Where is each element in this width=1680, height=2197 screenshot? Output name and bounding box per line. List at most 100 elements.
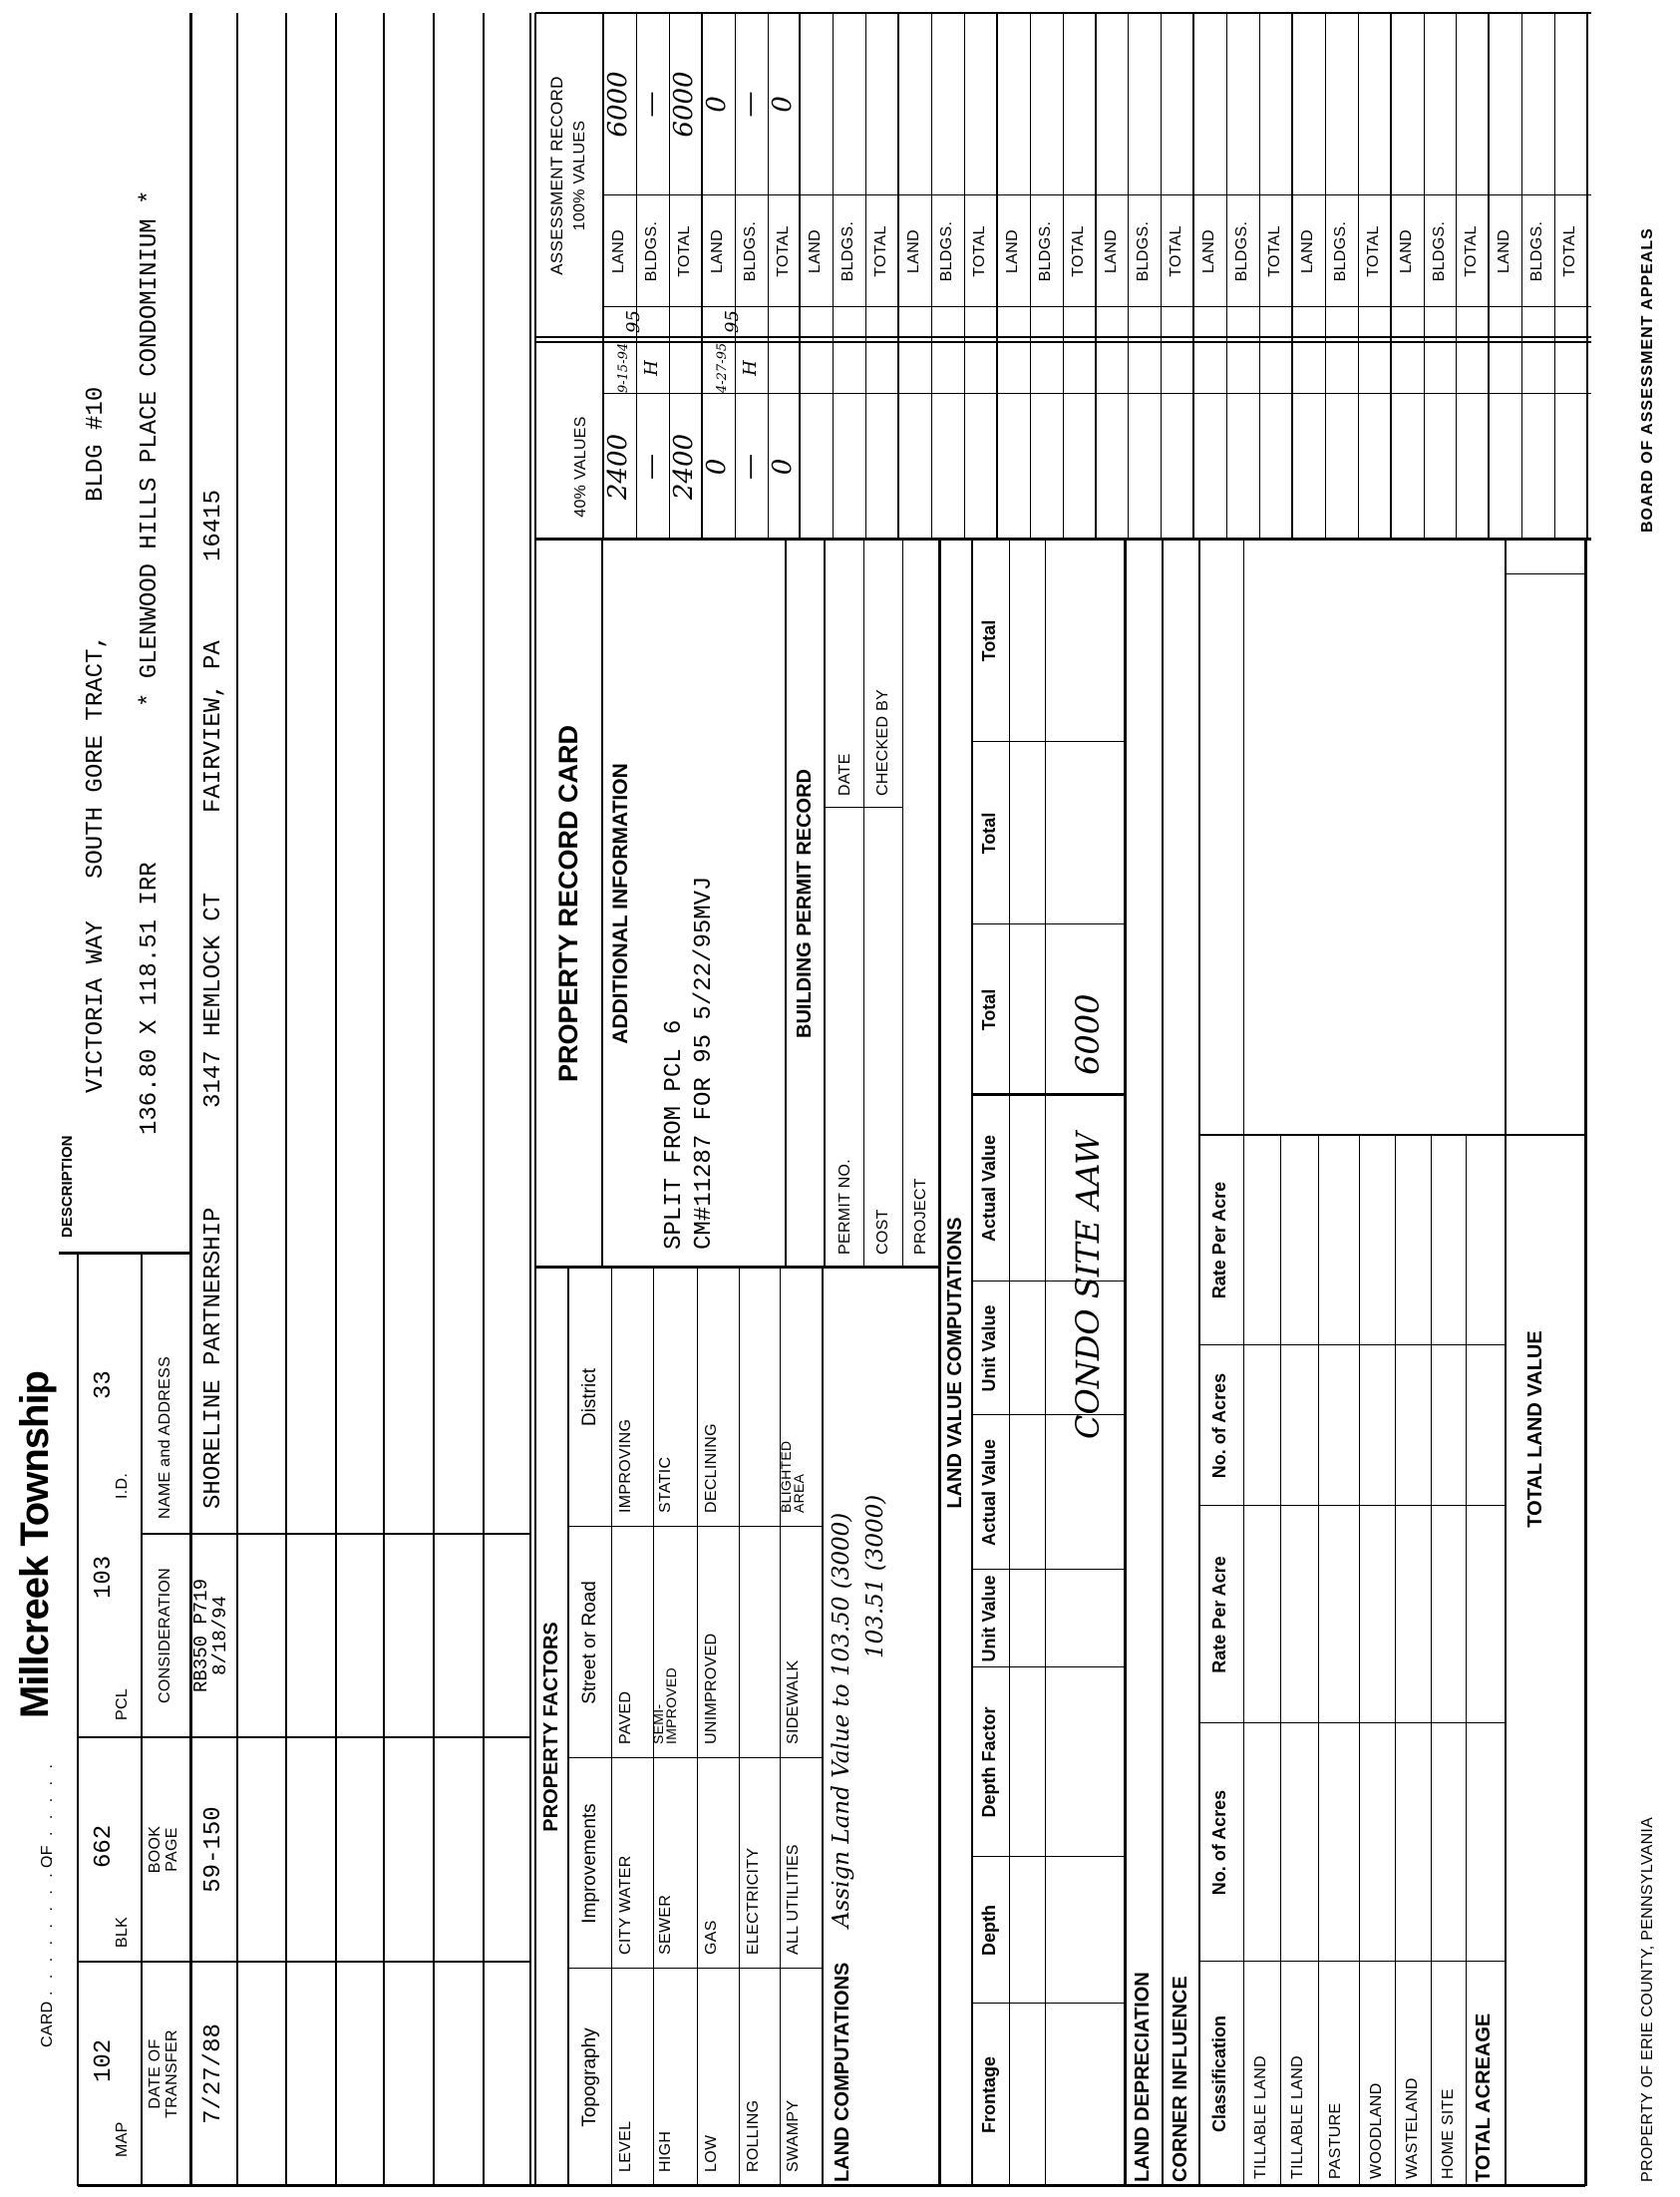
rule-line (785, 540, 787, 1268)
rule-line (535, 336, 1591, 338)
permit-project-field[interactable]: PROJECT (912, 1178, 929, 1255)
transfer-date: 7/27/88 (200, 2023, 227, 2124)
transfer-street: 3147 HEMLOCK CT (200, 892, 227, 1108)
assessment-row-label: BLDGS. (840, 220, 856, 282)
rule-line (1199, 1344, 1506, 1346)
entry-year: 95 (623, 310, 644, 333)
permit-checked-by-field[interactable]: CHECKED BY (874, 688, 891, 796)
land-value-total: 6000 (1069, 993, 1107, 1075)
pf-option[interactable]: IMPROVING (617, 1418, 634, 1513)
pf-option[interactable]: HIGH (657, 2130, 674, 2172)
rule-line (1062, 13, 1064, 540)
pf-option[interactable]: DECLINING (703, 1423, 720, 1513)
permit-date-field[interactable]: DATE (837, 753, 853, 796)
pf-option[interactable]: UNIMPROVED (703, 1633, 720, 1744)
rule-line (1358, 1135, 1360, 2186)
assessment-row-label: LAND (1398, 229, 1415, 273)
land-value-note: CONDO SITE AAW (1069, 1131, 1107, 1439)
classification-row-label: WOODLAND (1368, 2082, 1385, 2179)
rule-line (822, 1268, 824, 2186)
pf-option[interactable]: SIDEWALK (785, 1659, 802, 1745)
permit-cost-field[interactable]: COST (874, 1209, 891, 1255)
rule-line (77, 1254, 79, 2186)
pf-option[interactable]: LOW (703, 2134, 720, 2172)
transfer-book-page: 59-150 (200, 1806, 227, 1893)
township-title: Millcreek Township (13, 1371, 57, 1718)
property-factors-title: PROPERTY FACTORS (540, 1622, 562, 1832)
rule-line (767, 13, 769, 540)
pf-option[interactable]: BLIGHTED AREA (778, 1440, 808, 1513)
rule-line (1044, 540, 1046, 2186)
lv-header-9: Total (979, 619, 999, 662)
rule-line (972, 2003, 1125, 2005)
rule-line (1123, 540, 1127, 2186)
map-label: MAP (114, 2121, 131, 2157)
rule-line (862, 540, 864, 1268)
assessment-row-label: BLDGS. (1528, 220, 1545, 282)
rule-line (668, 13, 670, 540)
pf-option[interactable]: SEMI- IMPROVED (650, 1666, 680, 1744)
rule-line (1520, 13, 1522, 540)
pf-option[interactable]: ELECTRICITY (745, 1847, 762, 1955)
land-value-title: LAND VALUE COMPUTATIONS (944, 1217, 966, 1509)
rule-line (568, 1968, 823, 1970)
pf-option[interactable]: CITY WATER (617, 1855, 634, 1955)
card-label: CARD (39, 2001, 56, 2047)
rule-line (1455, 13, 1457, 540)
pf-header-0: Topography (579, 2027, 600, 2127)
pf-option[interactable]: SEWER (657, 1894, 674, 1955)
lv-header-2: Depth Factor (979, 1706, 999, 1818)
id-value: 33 (91, 1370, 118, 1399)
hundred-value: — (636, 91, 666, 118)
header-date-of-transfer: DATE OF TRANSFER (147, 2029, 180, 2118)
rule-line (1390, 13, 1392, 540)
forty-value: — (735, 454, 765, 480)
rule-line (383, 13, 385, 2186)
rule-line (971, 540, 973, 2186)
pf-option[interactable]: STATIC (657, 1456, 674, 1513)
rule-line (1258, 13, 1260, 540)
land-depreciation-label: LAND DEPRECIATION (1132, 1972, 1154, 2182)
classification-header-3: No. of Acres (1209, 1372, 1229, 1479)
pf-option[interactable]: ALL UTILITIES (785, 1844, 802, 1955)
pf-option[interactable]: LEVEL (617, 2120, 634, 2172)
rule-line (963, 13, 965, 540)
assessment-record-title: ASSESSMENT RECORD (547, 76, 566, 275)
classification-header-0: Classification (1209, 2014, 1229, 2133)
rule-line (141, 1254, 143, 2186)
pf-option[interactable]: PAVED (617, 1690, 634, 1744)
total-acreage-label: TOTAL ACREAGE (1473, 2013, 1495, 2182)
rule-line (1242, 540, 1244, 2186)
building-permit-title: BUILDING PERMIT RECORD (794, 769, 816, 1038)
assessment-row-label: BLDGS. (1431, 220, 1448, 282)
assessment-row-label: TOTAL (1463, 225, 1480, 277)
footer-right: BOARD OF ASSESSMENT APPEALS (1639, 227, 1656, 533)
corner-influence-label: CORNER INFLUENCE (1170, 1976, 1191, 2182)
assessment-row-label: BLDGS. (1037, 220, 1054, 282)
classification-row-label: TILLABLE LAND (1289, 2055, 1306, 2179)
permit-no-field[interactable]: PERMIT NO. (837, 1158, 853, 1255)
rule-line (1488, 13, 1490, 540)
assessment-row-label: TOTAL (1365, 225, 1382, 277)
assessment-row-label: LAND (610, 229, 627, 273)
blk-label: BLK (114, 1916, 131, 1948)
rule-line (535, 538, 1591, 542)
rule-line (1279, 1135, 1281, 2186)
rule-line (972, 1093, 1125, 1097)
pf-header-2: Street or Road (579, 1581, 600, 1704)
pf-option[interactable]: ROLLING (745, 2099, 762, 2172)
rule-line (1199, 1722, 1506, 1724)
hundred-value: 6000 (669, 71, 699, 138)
forty-value: 2400 (669, 433, 699, 501)
rule-line (779, 1268, 781, 2186)
rule-line (1357, 13, 1359, 540)
map-value: 102 (91, 2038, 118, 2082)
assessment-row-label: BLDGS. (1135, 220, 1152, 282)
description-tract: SOUTH GORE TRACT, (83, 634, 110, 879)
rule-line (1127, 13, 1129, 540)
pf-option[interactable]: SWAMPY (785, 2099, 802, 2172)
assessment-row-label: TOTAL (775, 225, 792, 277)
rule-line (335, 13, 337, 2186)
description-condominium: * GLENWOOD HILLS PLACE CONDOMINIUM * (137, 189, 164, 707)
pf-option[interactable]: GAS (703, 1920, 720, 1955)
